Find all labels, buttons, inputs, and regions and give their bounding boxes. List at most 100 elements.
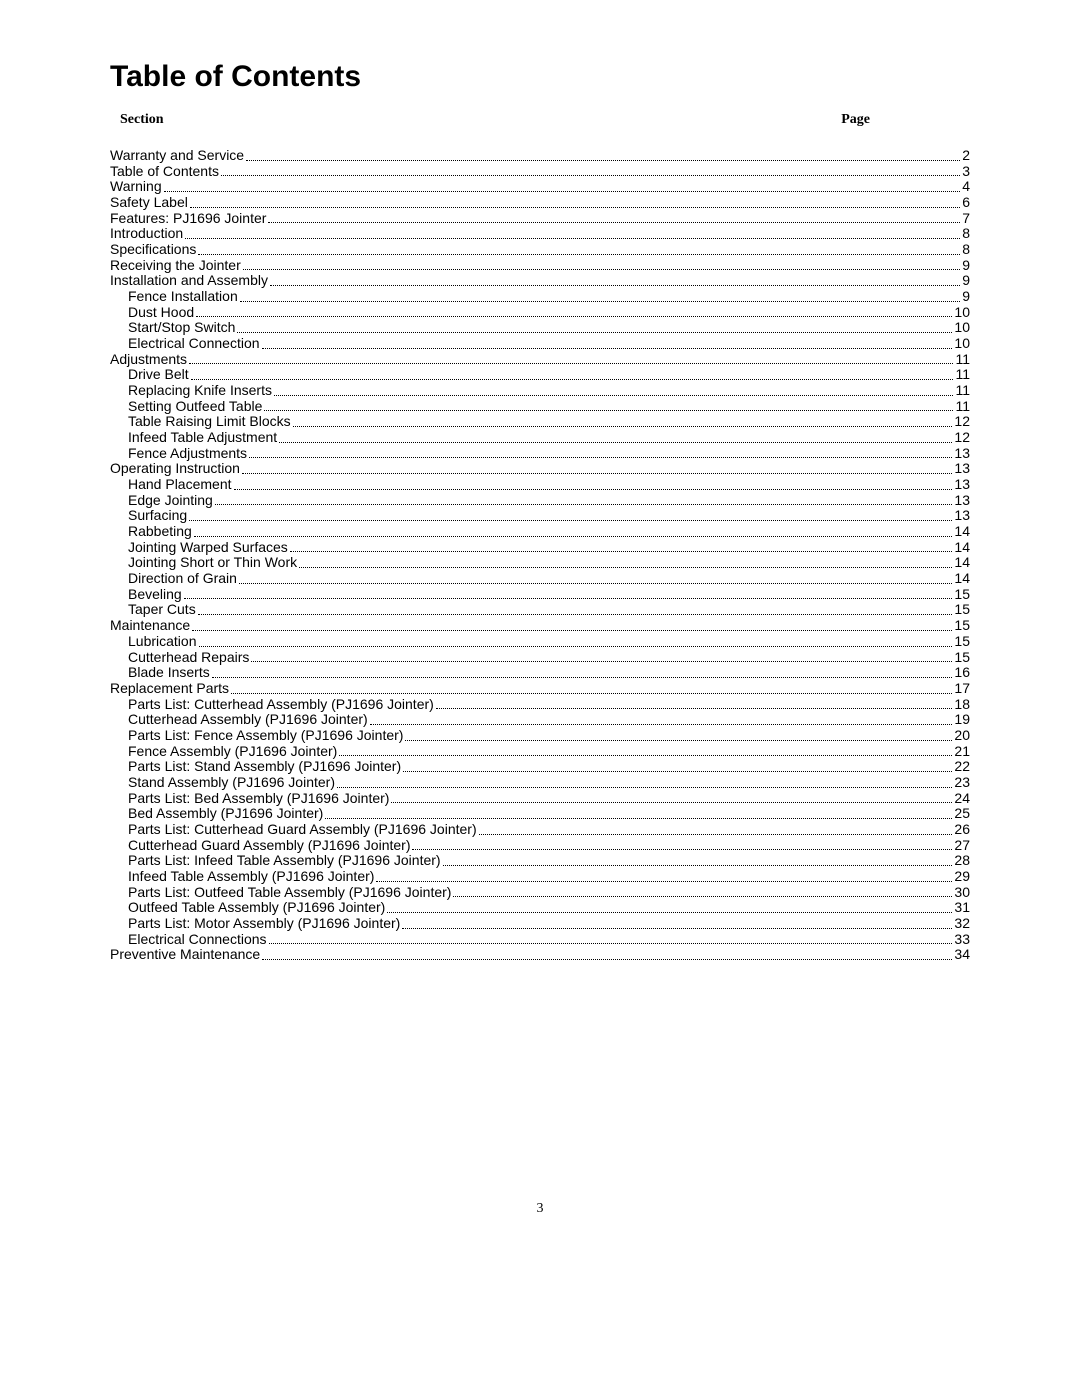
toc-entry-page: 2 bbox=[962, 148, 970, 164]
toc-row: Operating Instruction 13 bbox=[110, 461, 970, 477]
dot-leader bbox=[391, 802, 952, 803]
dot-leader bbox=[270, 285, 960, 286]
toc-entry-page: 21 bbox=[954, 744, 970, 760]
toc-entry-label: Introduction bbox=[110, 226, 183, 242]
toc-row: Warranty and Service 2 bbox=[110, 148, 970, 164]
toc-entry-page: 9 bbox=[962, 289, 970, 305]
dot-leader bbox=[237, 332, 952, 333]
toc-row: Stand Assembly (PJ1696 Jointer)23 bbox=[110, 775, 970, 791]
toc-entry-label: Setting Outfeed Table bbox=[128, 399, 262, 415]
dot-leader bbox=[337, 787, 952, 788]
toc-row: Preventive Maintenance34 bbox=[110, 947, 970, 963]
toc-entry-label: Edge Jointing bbox=[128, 493, 213, 509]
dot-leader bbox=[239, 583, 952, 584]
toc-row: Fence Adjustments13 bbox=[110, 446, 970, 462]
toc-entry-label: Cutterhead Guard Assembly (PJ1696 Jointe… bbox=[128, 838, 410, 854]
dot-leader bbox=[164, 191, 961, 192]
dot-leader bbox=[192, 630, 952, 631]
toc-row: Rabbeting14 bbox=[110, 524, 970, 540]
column-headers: Section Page bbox=[110, 112, 970, 128]
toc-row: Jointing Warped Surfaces14 bbox=[110, 540, 970, 556]
toc-row: Outfeed Table Assembly (PJ1696 Jointer)3… bbox=[110, 900, 970, 916]
toc-entry-label: Stand Assembly (PJ1696 Jointer) bbox=[128, 775, 335, 791]
dot-leader bbox=[212, 677, 953, 678]
toc-entry-label: Maintenance bbox=[110, 618, 190, 634]
toc-entry-label: Specifications bbox=[110, 242, 196, 258]
dot-leader bbox=[274, 395, 953, 396]
toc-entry-label: Parts List: Cutterhead Guard Assembly (P… bbox=[128, 822, 477, 838]
toc-entry-label: Parts List: Outfeed Table Assembly (PJ16… bbox=[128, 885, 451, 901]
toc-row: Lubrication15 bbox=[110, 634, 970, 650]
dot-leader bbox=[262, 959, 952, 960]
dot-leader bbox=[412, 849, 952, 850]
dot-leader bbox=[189, 520, 952, 521]
toc-entry-page: 16 bbox=[954, 665, 970, 681]
toc-row: Receiving the Jointer 9 bbox=[110, 258, 970, 274]
dot-leader bbox=[264, 410, 953, 411]
toc-entry-page: 7 bbox=[962, 211, 970, 227]
header-page: Page bbox=[841, 112, 870, 128]
toc-row: Warning4 bbox=[110, 179, 970, 195]
toc-entry-page: 18 bbox=[954, 697, 970, 713]
toc-entry-label: Beveling bbox=[128, 587, 182, 603]
toc-row: Replacing Knife Inserts11 bbox=[110, 383, 970, 399]
document-page: Table of Contents Section Page Warranty … bbox=[0, 0, 1080, 1397]
dot-leader bbox=[279, 442, 952, 443]
toc-entry-page: 25 bbox=[954, 806, 970, 822]
dot-leader bbox=[249, 457, 952, 458]
toc-entry-page: 15 bbox=[954, 587, 970, 603]
toc-entry-page: 8 bbox=[962, 226, 970, 242]
dot-leader bbox=[402, 928, 952, 929]
toc-entry-page: 10 bbox=[954, 336, 970, 352]
toc-entry-page: 14 bbox=[954, 524, 970, 540]
table-of-contents: Warranty and Service2Table of Contents3W… bbox=[110, 148, 970, 963]
toc-row: Features: PJ1696 Jointer 7 bbox=[110, 211, 970, 227]
toc-row: Fence Installation 9 bbox=[110, 289, 970, 305]
toc-entry-label: Start/Stop Switch bbox=[128, 320, 235, 336]
dot-leader bbox=[184, 598, 953, 599]
dot-leader bbox=[443, 865, 953, 866]
toc-row: Dust Hood10 bbox=[110, 305, 970, 321]
dot-leader bbox=[198, 614, 953, 615]
toc-entry-label: Blade Inserts bbox=[128, 665, 210, 681]
dot-leader bbox=[191, 379, 954, 380]
toc-entry-label: Adjustments bbox=[110, 352, 187, 368]
toc-entry-label: Installation and Assembly bbox=[110, 273, 268, 289]
toc-entry-page: 32 bbox=[954, 916, 970, 932]
toc-entry-label: Operating Instruction bbox=[110, 461, 240, 477]
dot-leader bbox=[246, 160, 960, 161]
toc-entry-page: 8 bbox=[962, 242, 970, 258]
toc-entry-label: Receiving the Jointer bbox=[110, 258, 241, 274]
toc-row: Beveling 15 bbox=[110, 587, 970, 603]
toc-entry-page: 14 bbox=[954, 540, 970, 556]
toc-entry-page: 13 bbox=[954, 461, 970, 477]
toc-entry-label: Replacing Knife Inserts bbox=[128, 383, 272, 399]
toc-entry-page: 14 bbox=[954, 555, 970, 571]
toc-row: Parts List: Stand Assembly (PJ1696 Joint… bbox=[110, 759, 970, 775]
toc-entry-label: Fence Assembly (PJ1696 Jointer) bbox=[128, 744, 337, 760]
toc-entry-label: Fence Installation bbox=[128, 289, 238, 305]
toc-entry-page: 33 bbox=[954, 932, 970, 948]
toc-row: Maintenance15 bbox=[110, 618, 970, 634]
toc-row: Taper Cuts15 bbox=[110, 602, 970, 618]
toc-entry-label: Safety Label bbox=[110, 195, 188, 211]
dot-leader bbox=[198, 254, 960, 255]
toc-entry-page: 9 bbox=[962, 258, 970, 274]
toc-row: Setting Outfeed Table11 bbox=[110, 399, 970, 415]
toc-entry-page: 17 bbox=[954, 681, 970, 697]
toc-row: Drive Belt11 bbox=[110, 367, 970, 383]
dot-leader bbox=[240, 301, 960, 302]
toc-entry-page: 26 bbox=[954, 822, 970, 838]
toc-entry-page: 15 bbox=[954, 650, 970, 666]
toc-entry-label: Features: PJ1696 Jointer bbox=[110, 211, 266, 227]
dot-leader bbox=[231, 693, 952, 694]
toc-row: Cutterhead Assembly (PJ1696 Jointer)19 bbox=[110, 712, 970, 728]
dot-leader bbox=[299, 567, 952, 568]
toc-entry-page: 12 bbox=[954, 414, 970, 430]
toc-row: Edge Jointing13 bbox=[110, 493, 970, 509]
toc-row: Introduction 8 bbox=[110, 226, 970, 242]
toc-entry-label: Table of Contents bbox=[110, 164, 219, 180]
toc-entry-label: Cutterhead Assembly (PJ1696 Jointer) bbox=[128, 712, 368, 728]
toc-entry-label: Warranty and Service bbox=[110, 148, 244, 164]
toc-row: Electrical Connections33 bbox=[110, 932, 970, 948]
